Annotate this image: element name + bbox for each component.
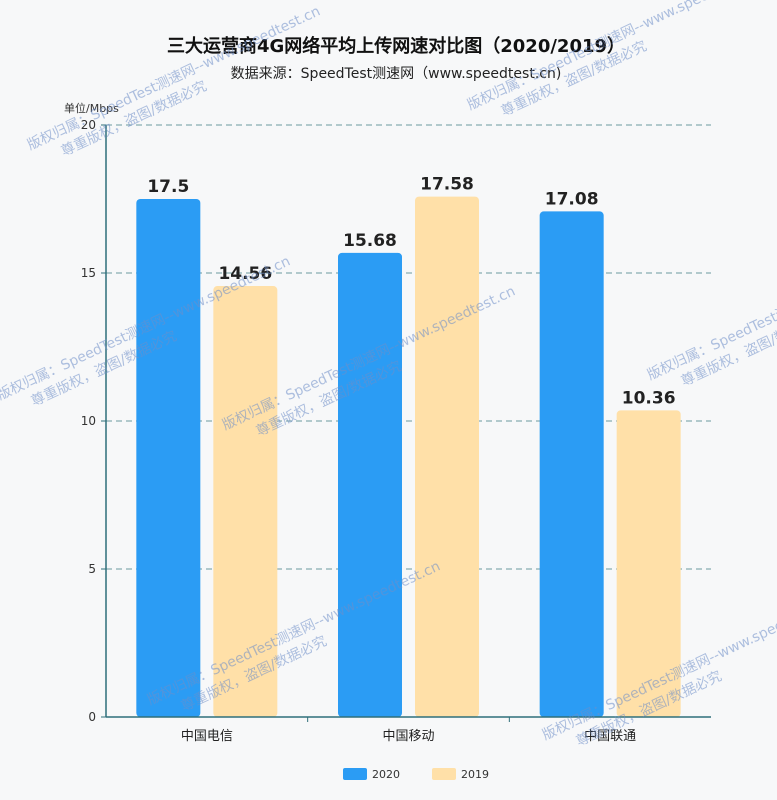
y-tick-label: 0 bbox=[88, 710, 96, 724]
watermark-stamp: 版权归属：SpeedTest测速网--www.speedtest.cn尊重版权，… bbox=[25, 2, 323, 159]
axes: 0 5 10 15 20 中国电信 中国移动 中国联通 bbox=[81, 118, 711, 744]
bars bbox=[136, 196, 681, 717]
data-label: 17.08 bbox=[545, 189, 599, 209]
bar-2019-2[interactable] bbox=[616, 410, 681, 717]
chart-subtitle: 数据来源：SpeedTest测速网（www.speedtest.cn) bbox=[231, 66, 562, 82]
y-tick-label: 5 bbox=[88, 562, 96, 576]
data-label: 17.5 bbox=[147, 177, 189, 197]
x-tick-label: 中国联通 bbox=[584, 729, 636, 744]
watermark-stamp: 版权归属：SpeedTest测速网--www.speedtest.cn尊重版权，… bbox=[645, 232, 777, 389]
y-tick-label: 20 bbox=[81, 118, 96, 132]
legend[interactable]: 2020 2019 bbox=[343, 768, 489, 781]
bar-2020-2[interactable] bbox=[539, 211, 604, 717]
y-tick-label: 15 bbox=[81, 266, 96, 280]
data-label: 15.68 bbox=[343, 231, 397, 251]
x-tick-label: 中国移动 bbox=[382, 729, 434, 744]
gridlines bbox=[106, 124, 711, 570]
bar-2020-0[interactable] bbox=[136, 199, 201, 717]
bar-2019-1[interactable] bbox=[415, 196, 479, 717]
legend-label[interactable]: 2019 bbox=[461, 768, 489, 781]
data-label: 14.56 bbox=[218, 264, 272, 284]
legend-swatch[interactable] bbox=[432, 768, 456, 780]
bar-2019-0[interactable] bbox=[213, 286, 278, 717]
legend-label[interactable]: 2020 bbox=[372, 768, 400, 781]
data-labels: 17.5 14.56 15.68 17.58 17.08 10.36 bbox=[147, 175, 675, 409]
bar-2020-1[interactable] bbox=[338, 252, 402, 717]
data-label: 10.36 bbox=[622, 388, 676, 408]
data-label: 17.58 bbox=[420, 175, 474, 195]
chart-title: 三大运营商4G网络平均上传网速对比图（2020/2019） bbox=[167, 35, 625, 57]
y-axis-unit-label: 单位/Mbps bbox=[64, 101, 119, 115]
y-tick-label: 10 bbox=[81, 414, 96, 428]
legend-swatch[interactable] bbox=[343, 768, 367, 780]
x-tick-label: 中国电信 bbox=[181, 729, 233, 744]
